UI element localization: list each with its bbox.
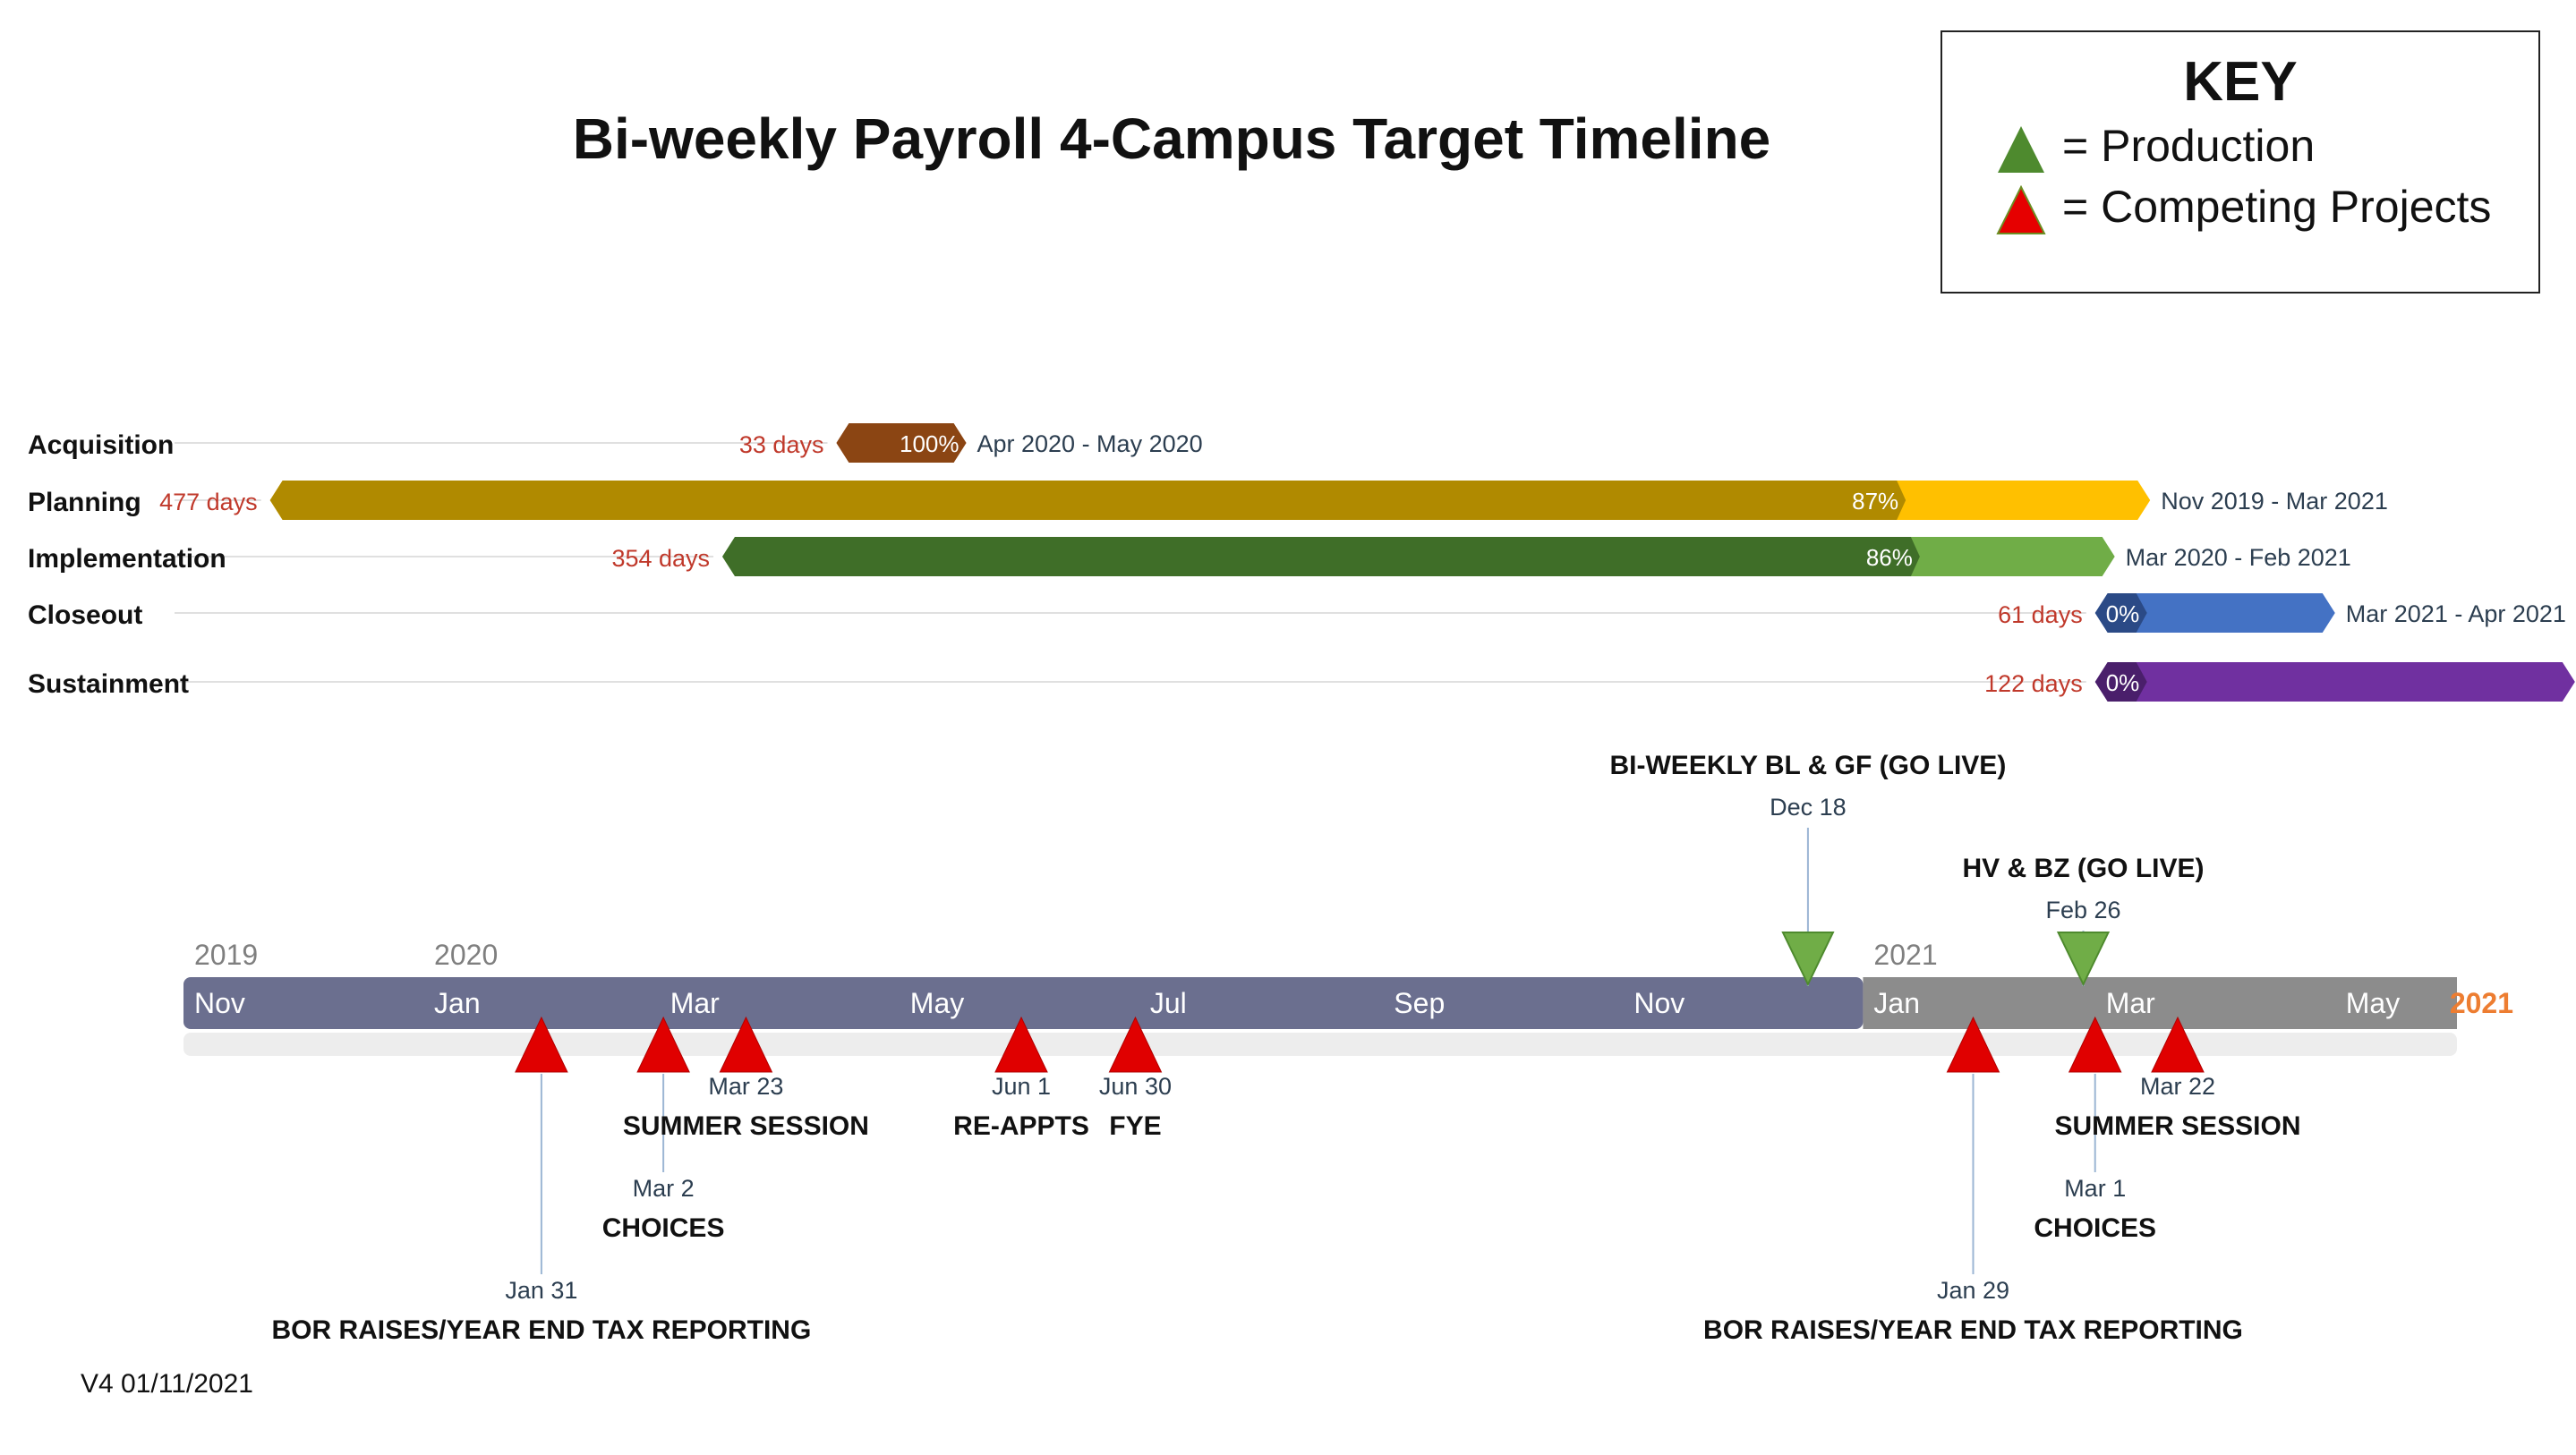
competing-milestone-date: Jun 30 xyxy=(1099,1073,1172,1100)
legend-heading: KEY xyxy=(2183,51,2298,113)
task-range-label: Nov 2019 - Mar 2021 xyxy=(2161,488,2388,515)
legend-production: = Production xyxy=(1996,120,2315,174)
axis-month-label: Mar xyxy=(670,987,720,1019)
competing-milestone-marker xyxy=(994,1016,1048,1073)
competing-milestone-marker xyxy=(2151,1016,2205,1073)
competing-milestone-marker xyxy=(515,1016,568,1073)
competing-milestone-marker xyxy=(2068,1016,2122,1073)
task-bar-done xyxy=(269,481,1906,520)
axis-year-label: 2020 xyxy=(434,939,498,971)
competing-milestone-label: RE-APPTS xyxy=(953,1111,1089,1141)
axis-month-label: Nov xyxy=(1633,987,1685,1019)
task-duration: 61 days xyxy=(1998,601,2083,628)
competing-milestone-date: Jun 1 xyxy=(992,1073,1051,1100)
axis-year-label: 2019 xyxy=(194,939,258,971)
axis-band-2021 xyxy=(1863,977,2457,1029)
competing-milestone-label: CHOICES xyxy=(2034,1213,2156,1243)
task-bar-done xyxy=(722,537,1920,576)
green-triangle-icon xyxy=(1998,125,2044,173)
task-range-label: Apr 2020 - May 2020 xyxy=(977,430,1202,457)
axis-band-end xyxy=(2448,977,2457,1029)
axis-month-label: May xyxy=(2346,987,2400,1019)
competing-milestone-label: FYE xyxy=(1109,1111,1161,1141)
axis-month-label: Jan xyxy=(434,987,481,1019)
axis-month-label: Jan xyxy=(1873,987,1920,1019)
competing-milestone-marker xyxy=(1946,1016,2000,1073)
production-milestone-label: BI-WEEKLY BL & GF (GO LIVE) xyxy=(1610,751,2007,780)
version-label: V4 01/11/2021 xyxy=(81,1369,253,1399)
competing-milestone-date: Mar 2 xyxy=(633,1175,695,1202)
task-name: Sustainment xyxy=(28,669,189,699)
task-progress: 86% xyxy=(1866,544,1913,571)
competing-milestone-label: SUMMER SESSION xyxy=(623,1111,869,1141)
task-duration: 122 days xyxy=(1984,670,2083,697)
task-progress: 0% xyxy=(2106,669,2140,696)
competing-milestone-date: Mar 23 xyxy=(708,1073,783,1100)
axis-band-2020 xyxy=(183,977,1864,1029)
task-bar-done xyxy=(2094,593,2147,633)
legend-production-label: = Production xyxy=(2062,121,2316,171)
competing-milestone-marker xyxy=(719,1016,773,1073)
task-duration: 354 days xyxy=(611,545,710,572)
task-name: Acquisition xyxy=(28,430,174,460)
axis-month-label: May xyxy=(910,987,964,1019)
task-duration: 33 days xyxy=(739,431,824,458)
task-name: Planning xyxy=(28,488,141,517)
axis-end-year-label: 2021 xyxy=(2450,987,2513,1019)
task-progress: 0% xyxy=(2106,600,2140,627)
axis-month-label: Nov xyxy=(194,987,245,1019)
task-bar-done xyxy=(2094,662,2147,702)
legend-competing-label: = Competing Projects xyxy=(2062,182,2492,232)
axis-month-label: Mar xyxy=(2106,987,2155,1019)
competing-milestone-label: CHOICES xyxy=(602,1213,725,1243)
task-duration: 477 days xyxy=(159,489,258,515)
production-milestone-label: HV & BZ (GO LIVE) xyxy=(1963,854,2205,883)
task-progress: 87% xyxy=(1852,488,1898,515)
axis-year-label: 2021 xyxy=(1873,939,1937,971)
task-range-label: Mar 2021 - Apr 2021 xyxy=(2346,600,2566,627)
competing-milestone-label: BOR RAISES/YEAR END TAX REPORTING xyxy=(271,1315,811,1345)
competing-milestone-label: SUMMER SESSION xyxy=(2054,1111,2300,1141)
task-bar-done xyxy=(836,423,967,463)
task-name: Closeout xyxy=(28,600,142,630)
axis-month-label: Jul xyxy=(1150,987,1187,1019)
task-bar xyxy=(2094,662,2575,702)
competing-milestone-marker xyxy=(1108,1016,1163,1073)
legend-key: KEY = Production = Competing Projects xyxy=(1941,30,2540,294)
competing-milestone-label: BOR RAISES/YEAR END TAX REPORTING xyxy=(1703,1315,2243,1345)
production-milestone-marker xyxy=(1781,932,1835,987)
competing-milestone-date: Jan 31 xyxy=(505,1277,577,1304)
task-progress: 100% xyxy=(900,430,960,457)
competing-milestone-date: Mar 1 xyxy=(2064,1175,2126,1202)
competing-milestone-date: Jan 29 xyxy=(1937,1277,2009,1304)
chart-title: Bi-weekly Payroll 4-Campus Target Timeli… xyxy=(572,106,1771,171)
red-triangle-icon xyxy=(1996,184,2046,234)
task-name: Implementation xyxy=(28,544,226,574)
axis-month-label: Sep xyxy=(1394,987,1445,1019)
competing-milestone-date: Mar 22 xyxy=(2140,1073,2215,1100)
task-range-label: Mar 2020 - Feb 2021 xyxy=(2126,544,2351,571)
production-milestone-date: Feb 26 xyxy=(2045,897,2120,923)
production-milestone-marker xyxy=(2056,932,2111,987)
production-milestone-date: Dec 18 xyxy=(1770,794,1847,821)
competing-milestone-marker xyxy=(636,1016,690,1073)
legend-competing: = Competing Projects xyxy=(1996,181,2491,235)
task-bar xyxy=(2094,593,2335,633)
